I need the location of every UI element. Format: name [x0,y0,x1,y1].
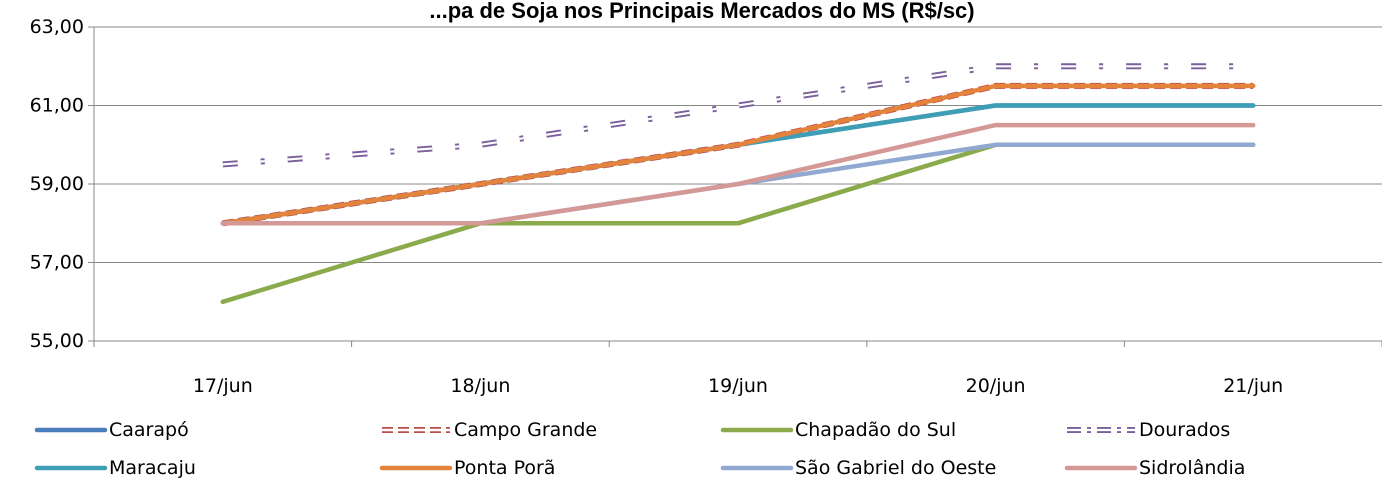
series-line-ponta-pora [220,83,1256,226]
x-tick-label: 21/jun [1223,375,1283,397]
legend-label: Ponta Porã [454,457,555,479]
legend-label: Dourados [1139,419,1230,441]
legend-item-chapadao-do-sul: Chapadão do Sul [720,419,956,441]
legend-label: Campo Grande [454,419,597,441]
legend-item-ponta-pora: Ponta Porã [379,457,555,479]
legend-item-caarapo: Caarapó [34,419,189,441]
y-tick-label: 57,00 [30,252,84,274]
series-line-dourados [222,63,1254,168]
series-line-sidrolandia [220,122,1256,226]
legend-label: São Gabriel do Oeste [795,457,996,479]
legend-label: Sidrolândia [1139,457,1245,479]
x-tick-label: 18/jun [450,375,510,397]
x-tick-label: 20/jun [966,375,1026,397]
y-tick-label: 55,00 [30,330,84,352]
y-tick-label: 59,00 [30,173,84,195]
legend-label: Maracaju [109,457,196,479]
legend-label: Caarapó [109,419,189,441]
legend-label: Chapadão do Sul [795,419,956,441]
legend-item-maracaju: Maracaju [34,457,196,479]
y-tick-label: 63,00 [30,16,84,38]
legend-item-sidrolandia: Sidrolândia [1064,457,1245,479]
y-tick-label: 61,00 [30,95,84,117]
legend-item-campo-grande: Campo Grande [382,419,597,441]
legend-item-dourados: Dourados [1067,419,1230,441]
legend-item-sao-gabriel-do-oeste: São Gabriel do Oeste [720,457,996,479]
x-tick-label: 17/jun [193,375,253,397]
chart-title: ...pa de Soja nos Principais Mercados do… [429,0,974,23]
x-tick-label: 19/jun [708,375,768,397]
